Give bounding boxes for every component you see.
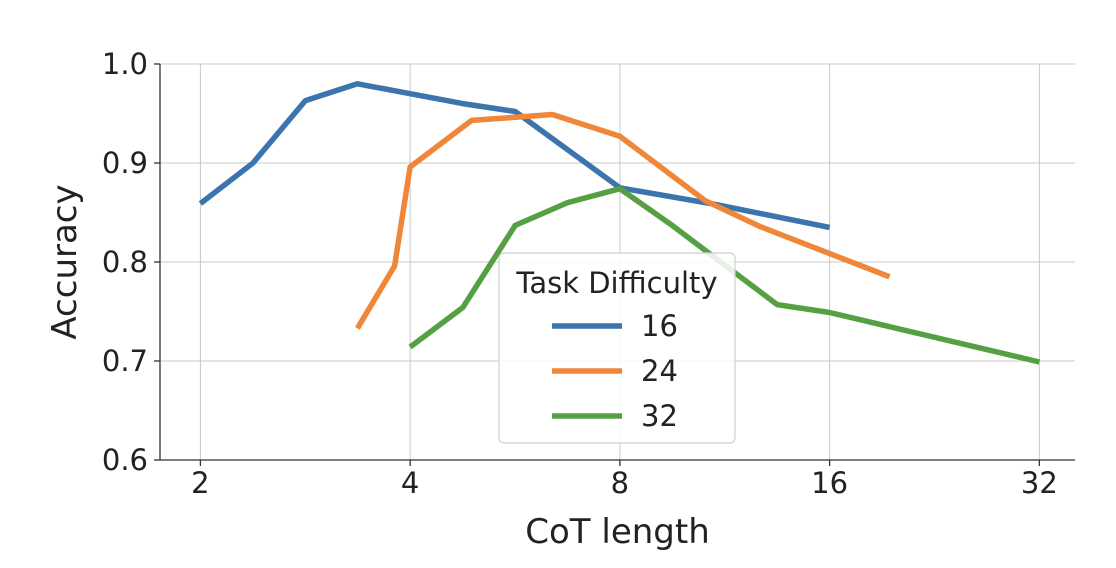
y-tick-label: 0.8 <box>102 245 148 279</box>
legend-label-16: 16 <box>641 309 678 343</box>
legend: Task Difficulty 16 24 32 <box>498 252 736 444</box>
legend-items: 16 24 32 <box>552 309 678 433</box>
series-lines <box>198 81 1041 365</box>
x-axis-label: CoT length <box>525 512 710 552</box>
y-tick-label: 1.0 <box>102 47 148 81</box>
y-axis-label: Accuracy <box>45 184 85 339</box>
legend-label-24: 24 <box>641 354 678 388</box>
series-line-32 <box>408 185 1041 365</box>
series-line-24 <box>355 111 891 330</box>
y-tick-label: 0.6 <box>102 443 148 477</box>
y-tick-label: 0.9 <box>102 146 148 180</box>
legend-title: Task Difficulty <box>515 266 717 300</box>
x-tick-label: 4 <box>401 466 419 500</box>
x-tick-label: 32 <box>1021 466 1058 500</box>
series-line-16 <box>198 81 831 231</box>
legend-label-32: 32 <box>641 399 678 433</box>
legend-box <box>498 252 736 444</box>
x-tick-label: 16 <box>811 466 848 500</box>
x-tick-label: 2 <box>191 466 209 500</box>
tick-labels: 2 4 8 16 320.60.70.80.91.0 <box>102 47 1058 500</box>
y-tick-label: 0.7 <box>102 344 148 378</box>
x-tick-label: 8 <box>611 466 629 500</box>
